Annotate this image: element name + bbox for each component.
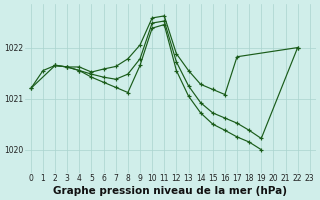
X-axis label: Graphe pression niveau de la mer (hPa): Graphe pression niveau de la mer (hPa) <box>53 186 287 196</box>
